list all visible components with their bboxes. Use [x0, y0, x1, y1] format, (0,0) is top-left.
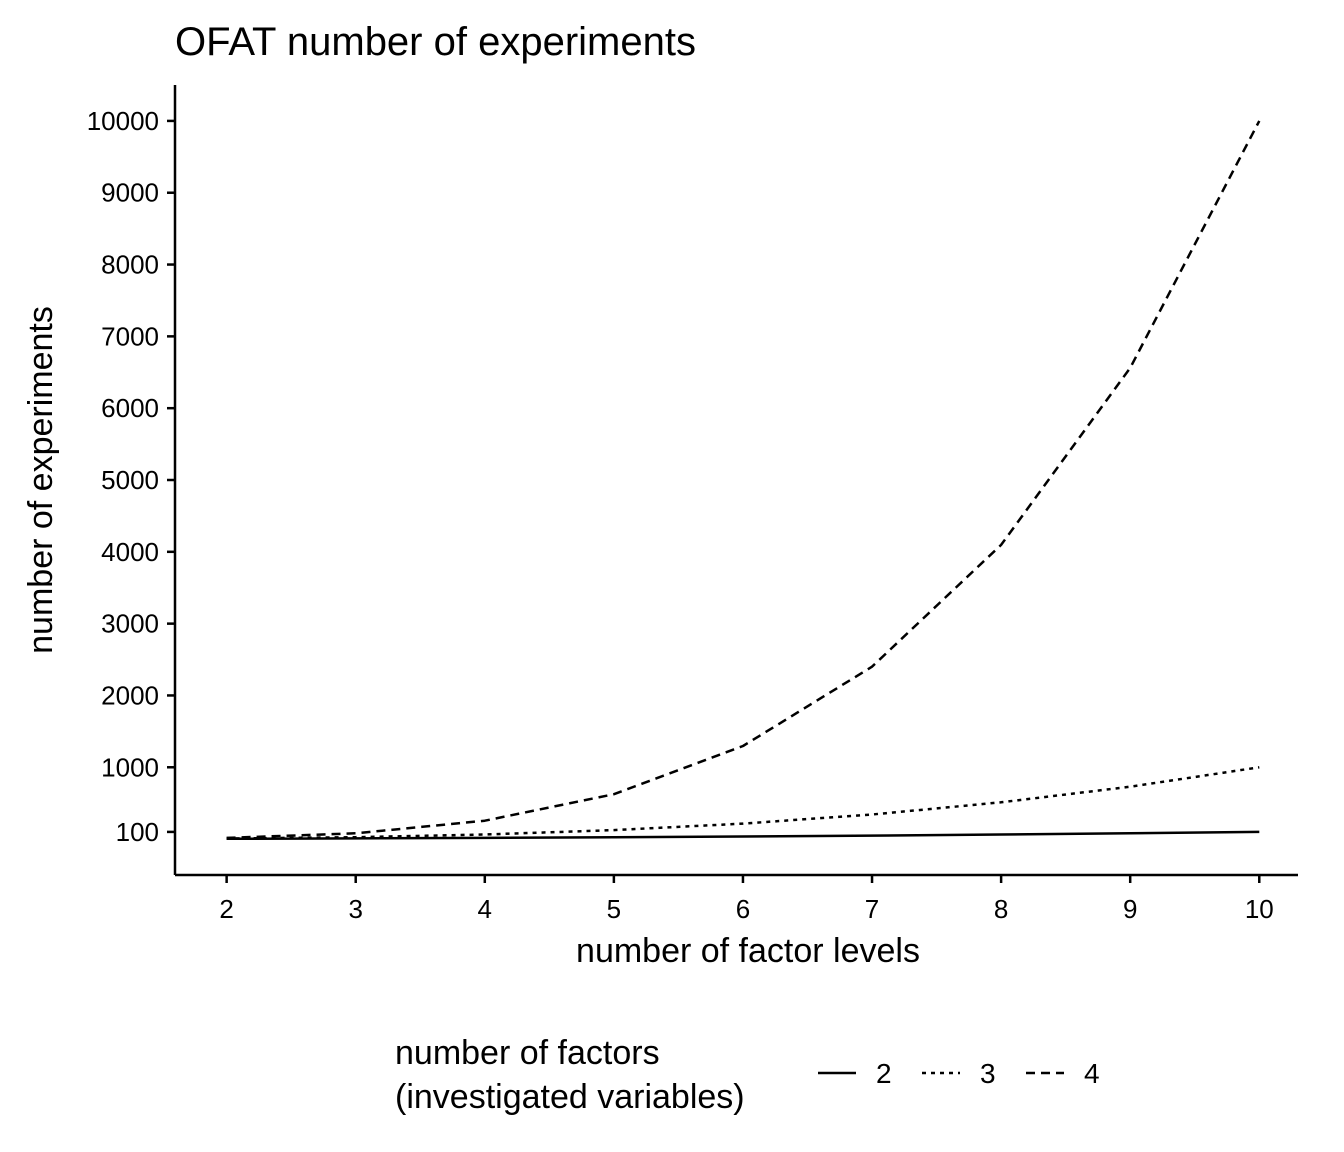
y-tick-label: 8000: [101, 250, 159, 280]
x-tick-label: 5: [607, 894, 621, 924]
x-tick-label: 9: [1123, 894, 1137, 924]
y-tick-label: 6000: [101, 393, 159, 423]
legend-label-4: 4: [1084, 1058, 1100, 1089]
legend-label-3: 3: [980, 1058, 996, 1089]
legend-title-line-1: number of factors: [395, 1034, 660, 1072]
series-line-3: [226, 766, 1260, 840]
x-tick-label: 8: [994, 894, 1008, 924]
y-tick-label: 9000: [101, 178, 159, 208]
legend: number of factors (investigated variable…: [395, 1034, 1100, 1116]
y-tick-label: 5000: [101, 465, 159, 495]
x-tick-label: 4: [478, 894, 492, 924]
x-axis-title: number of factor levels: [576, 932, 920, 970]
y-tick-label: 1000: [101, 752, 159, 782]
y-tick-label: 4000: [101, 537, 159, 567]
legend-label-2: 2: [876, 1058, 892, 1089]
y-tick-label: 100: [116, 817, 159, 847]
y-tick-label: 2000: [101, 680, 159, 710]
x-tick-label: 6: [736, 894, 750, 924]
x-tick-label: 10: [1245, 894, 1274, 924]
plot-area: 100 1000 2000 3000 4000 5000 6000 7000 8000 9000 1…: [87, 85, 1298, 924]
y-tick-label: 3000: [101, 609, 159, 639]
series-line-2: [226, 830, 1260, 841]
x-tick-label: 7: [865, 894, 879, 924]
y-tick-label: 7000: [101, 321, 159, 351]
y-axis-title: number of experiments: [22, 306, 60, 654]
chart-title: OFAT number of experiments: [175, 20, 696, 64]
y-tick-label: 10000: [87, 106, 159, 136]
x-tick-label: 3: [348, 894, 362, 924]
series-line-4: [226, 120, 1261, 840]
legend-title-line-2: (investigated variables): [395, 1078, 745, 1116]
x-tick-label: 2: [219, 894, 233, 924]
